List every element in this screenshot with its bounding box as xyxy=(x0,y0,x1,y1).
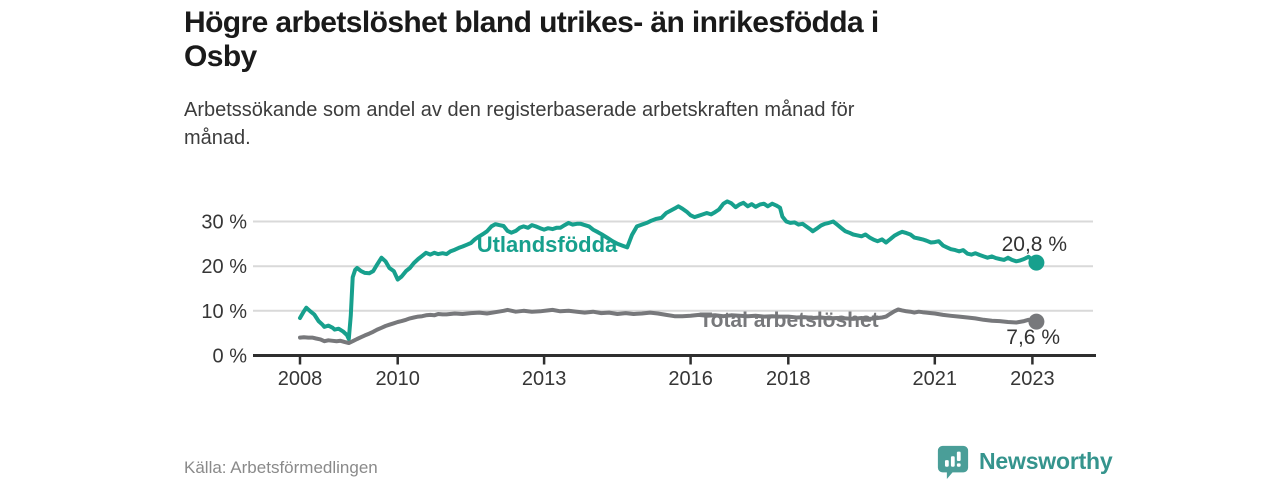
bar-chart-bubble-icon xyxy=(936,444,970,479)
end-dot-total xyxy=(1028,313,1045,330)
page-title: Högre arbetslöshet bland utrikes- än inr… xyxy=(184,6,1084,74)
y-tick-label: 10 % xyxy=(201,301,247,323)
chart-subtitle: Arbetssökande som andel av den registerb… xyxy=(184,96,1084,152)
series-line-total xyxy=(298,307,1039,345)
source-attribution: Källa: Arbetsförmedlingen xyxy=(184,458,378,477)
page-title-line2: Osby xyxy=(184,40,257,73)
x-tick-label: 2008 xyxy=(278,368,323,390)
end-dot-utlandsfodda xyxy=(1028,254,1045,271)
x-tick-label: 2010 xyxy=(375,368,420,390)
newsworthy-wordmark: Newsworthy xyxy=(979,448,1113,474)
end-value-label-utlandsfodda: 20,8 % xyxy=(1001,233,1067,256)
series-label-total-arbetsloshet: Total arbetslöshet xyxy=(699,309,879,332)
page-title-line1: Högre arbetslöshet bland utrikes- än inr… xyxy=(184,6,879,39)
y-tick-label: 30 % xyxy=(201,212,247,234)
y-tick-label: 20 % xyxy=(201,256,247,278)
x-tick-label: 2018 xyxy=(766,368,811,390)
chart-subtitle-line2: månad. xyxy=(184,127,251,149)
x-tick-label: 2021 xyxy=(913,368,958,390)
end-value-label-total: 7,6 % xyxy=(1006,326,1060,349)
x-tick-label: 2013 xyxy=(522,368,567,390)
y-tick-label: 0 % xyxy=(213,346,248,368)
x-tick-label: 2023 xyxy=(1010,368,1055,390)
series-label-utlandsfodda: Utlandsfödda xyxy=(476,232,618,257)
chart-subtitle-line1: Arbetssökande som andel av den registerb… xyxy=(184,99,855,121)
series-line-utlandsfodda xyxy=(298,199,1039,341)
x-tick-label: 2016 xyxy=(668,368,713,390)
newsworthy-logo: Newsworthy xyxy=(936,444,1113,479)
